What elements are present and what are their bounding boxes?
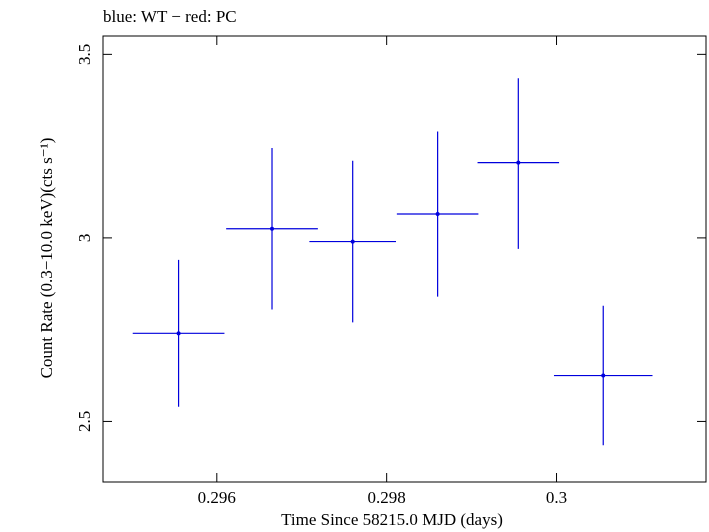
chart-title: blue: WT − red: PC <box>103 7 237 26</box>
x-axis-label: Time Since 58215.0 MJD (days) <box>281 510 503 529</box>
y-tick-label: 2.5 <box>75 411 94 432</box>
x-tick-label: 0.296 <box>198 488 236 507</box>
x-axis: 0.296 0.298 0.3 <box>198 36 567 507</box>
y-tick-label: 3 <box>75 234 94 243</box>
y-tick-label: 3.5 <box>75 44 94 65</box>
data-point <box>601 373 606 378</box>
y-axis-label: Count Rate (0.3−10.0 keV)(cts s⁻¹) <box>37 138 56 379</box>
data-series <box>132 78 653 446</box>
data-point <box>270 226 275 231</box>
data-point <box>516 160 521 165</box>
y-axis: 2.5 3 3.5 <box>75 44 706 432</box>
x-tick-label: 0.3 <box>546 488 567 507</box>
data-point <box>350 239 355 244</box>
x-tick-label: 0.298 <box>368 488 406 507</box>
data-point <box>176 331 181 336</box>
plot-frame <box>102 35 707 483</box>
data-point <box>435 212 440 217</box>
